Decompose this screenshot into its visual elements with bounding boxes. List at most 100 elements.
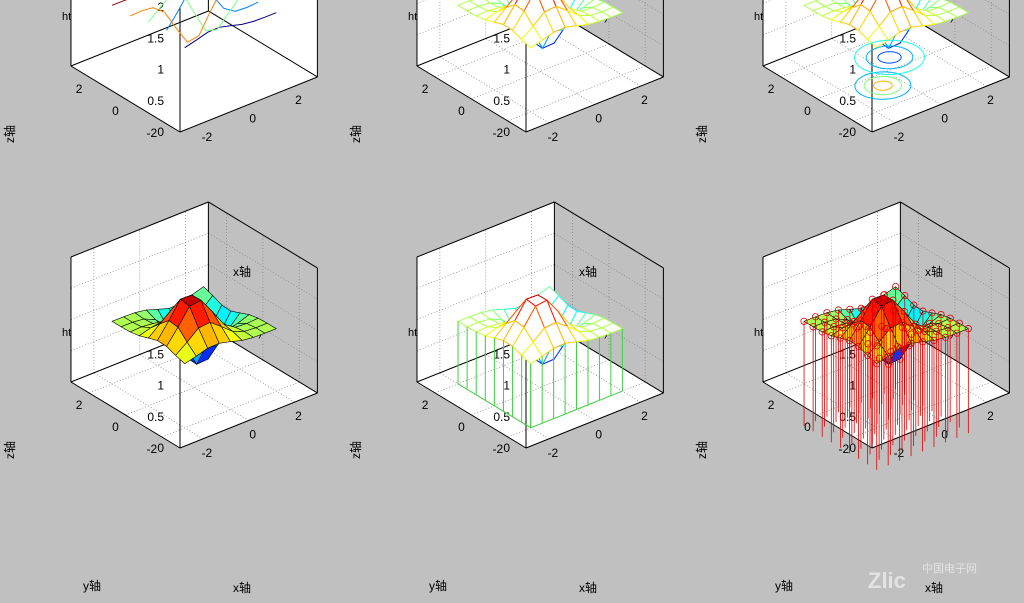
stem-marker xyxy=(836,334,844,342)
y-tick-label: -2 xyxy=(146,442,157,456)
grid-line xyxy=(762,0,851,36)
x-tick-label: -2 xyxy=(548,446,559,460)
axis-line xyxy=(416,381,527,449)
stem-marker xyxy=(889,296,897,304)
axis-line xyxy=(900,201,1010,269)
stem-marker xyxy=(800,317,808,325)
stem-marker xyxy=(923,323,931,331)
y-tick-label: 0 xyxy=(804,420,811,434)
tick-labels: 00.511.52-202-202 xyxy=(768,0,994,144)
x-axis-label: x轴 xyxy=(233,580,251,595)
grid-line xyxy=(554,264,664,331)
stem-marker xyxy=(907,339,915,347)
stem-marker xyxy=(857,304,865,312)
stem-marker xyxy=(832,315,840,323)
stem-marker xyxy=(896,344,904,352)
stem-marker xyxy=(850,317,858,326)
y-tick-label: -2 xyxy=(146,126,157,140)
x-tick-label: -2 xyxy=(894,130,905,144)
stem-marker xyxy=(875,354,884,362)
contour-line xyxy=(865,45,914,70)
stem-marker xyxy=(892,282,900,291)
axis-line xyxy=(70,201,209,258)
x-tick-label: 0 xyxy=(941,111,948,125)
axis-line xyxy=(70,381,181,449)
z-axis-label: z轴 xyxy=(694,125,709,143)
axis-line xyxy=(70,65,181,133)
x-tick-label: -2 xyxy=(202,130,213,144)
z-tick-label: 1.5 xyxy=(839,31,856,45)
axis-line xyxy=(208,201,318,269)
surface-plot xyxy=(802,0,970,50)
x-tick-label: 2 xyxy=(295,409,302,423)
mesh-patch xyxy=(520,341,543,365)
stem-marker xyxy=(928,309,936,317)
stem-marker xyxy=(875,338,883,346)
contour-line xyxy=(873,80,893,91)
line-series xyxy=(129,0,217,43)
stem-marker xyxy=(830,323,838,331)
y-tick-label: -2 xyxy=(492,442,503,456)
axis-line xyxy=(554,201,664,269)
watermark-subtext: 中国电子网 xyxy=(922,562,977,575)
x-tick-label: 2 xyxy=(641,93,648,107)
stem-marker xyxy=(866,323,874,331)
grid-line xyxy=(900,264,1010,331)
stem-marker xyxy=(868,295,876,303)
stem-marker xyxy=(919,307,927,315)
stem-marker xyxy=(877,302,886,310)
y-tick-label: 2 xyxy=(768,82,775,96)
x-tick-label: 2 xyxy=(987,93,994,107)
stem-marker xyxy=(880,291,888,299)
z-tick-label: 0.5 xyxy=(493,410,510,424)
z-axis-label: z轴 xyxy=(348,441,363,459)
grid-line xyxy=(161,381,300,438)
surface-plot xyxy=(111,286,277,365)
grid-line xyxy=(416,264,555,320)
stem-marker xyxy=(834,306,842,314)
line-series xyxy=(166,0,259,31)
stem-marker xyxy=(887,348,895,356)
z-tick-label: 0 xyxy=(157,125,164,139)
z-tick-label: 1 xyxy=(157,379,164,393)
z-tick-label: 1.5 xyxy=(147,31,164,45)
subplot-3: http://blog.csdn.net/nuptboyzhb/ figure(… xyxy=(694,0,1010,279)
z-tick-label: 1.5 xyxy=(147,347,164,361)
z-axis-label: z轴 xyxy=(2,125,17,143)
stem-marker xyxy=(811,313,820,321)
y-tick-label: 2 xyxy=(422,82,429,96)
contour-line xyxy=(853,39,926,75)
stem-marker xyxy=(896,355,904,363)
stem-marker xyxy=(898,318,906,327)
axes-fill xyxy=(71,0,318,132)
x-tick-label: -2 xyxy=(548,130,559,144)
z-tick-label: 1 xyxy=(849,379,856,393)
stem-marker xyxy=(827,332,835,340)
curtain-base xyxy=(457,383,531,429)
y-tick-label: 2 xyxy=(76,82,83,96)
y-tick-label: 2 xyxy=(76,398,83,412)
z-axis-label: z轴 xyxy=(348,125,363,143)
axis-line xyxy=(416,65,527,133)
x-tick-label: 0 xyxy=(941,427,948,441)
y-tick-label: 0 xyxy=(112,420,119,434)
stem-marker xyxy=(854,342,863,351)
stem-marker xyxy=(900,308,908,316)
z-tick-label: 0.5 xyxy=(147,410,164,424)
y-tick-label: 0 xyxy=(112,104,119,118)
axis-line xyxy=(179,76,318,133)
x-tick-label: 2 xyxy=(641,409,648,423)
stem-lines xyxy=(803,286,969,470)
grid-line xyxy=(70,264,209,320)
x-axis-label: x轴 xyxy=(925,580,943,595)
axes-edges xyxy=(70,0,318,133)
stem-marker xyxy=(932,327,940,335)
surface-patch xyxy=(175,341,197,365)
y-tick-label: 0 xyxy=(458,420,465,434)
z-tick-label: 1.5 xyxy=(493,347,510,361)
axis-line xyxy=(762,65,873,133)
axis-line xyxy=(871,392,1010,449)
y-tick-label: 2 xyxy=(768,398,775,412)
axis-line xyxy=(416,201,555,258)
